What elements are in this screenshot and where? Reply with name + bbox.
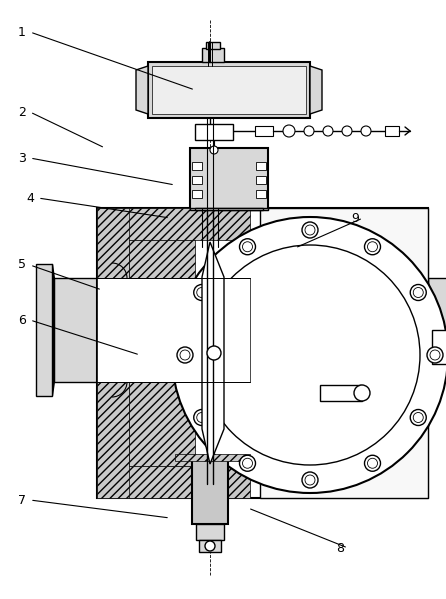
Text: 2: 2 — [18, 105, 26, 119]
Polygon shape — [136, 66, 148, 114]
Text: 3: 3 — [18, 152, 26, 165]
Circle shape — [354, 385, 370, 401]
Circle shape — [323, 126, 333, 136]
Bar — [255, 126, 273, 136]
Circle shape — [240, 239, 256, 255]
Circle shape — [364, 455, 380, 471]
Text: 8: 8 — [336, 541, 344, 555]
Circle shape — [302, 222, 318, 238]
Bar — [260, 208, 428, 498]
Polygon shape — [129, 382, 195, 466]
Bar — [256, 176, 266, 184]
Polygon shape — [175, 454, 250, 461]
Bar — [54, 278, 97, 382]
Text: 1: 1 — [18, 26, 26, 38]
Circle shape — [368, 458, 377, 468]
Circle shape — [210, 146, 218, 154]
Circle shape — [410, 285, 426, 301]
Text: 9: 9 — [351, 211, 359, 225]
Circle shape — [410, 410, 426, 425]
Bar — [152, 66, 306, 114]
Bar — [320, 385, 362, 401]
Text: 7: 7 — [18, 494, 26, 507]
Bar — [199, 540, 221, 552]
Circle shape — [197, 288, 207, 298]
Circle shape — [177, 347, 193, 363]
Circle shape — [205, 541, 215, 551]
Circle shape — [413, 413, 423, 422]
Circle shape — [304, 126, 314, 136]
Circle shape — [361, 126, 371, 136]
Circle shape — [194, 410, 210, 425]
Text: 5: 5 — [18, 259, 26, 271]
Circle shape — [240, 455, 256, 471]
Bar — [432, 330, 446, 364]
Circle shape — [197, 413, 207, 422]
Bar — [97, 278, 250, 382]
Circle shape — [368, 242, 377, 252]
Bar — [192, 162, 202, 170]
Circle shape — [364, 239, 380, 255]
Circle shape — [305, 475, 315, 485]
Bar — [190, 148, 268, 210]
Circle shape — [413, 288, 423, 298]
Bar — [192, 176, 202, 184]
Bar — [148, 62, 310, 118]
Circle shape — [427, 347, 443, 363]
Circle shape — [302, 472, 318, 488]
Polygon shape — [36, 264, 52, 396]
Bar — [256, 190, 266, 198]
Circle shape — [172, 217, 446, 493]
Circle shape — [180, 350, 190, 360]
Polygon shape — [190, 208, 268, 210]
Polygon shape — [97, 208, 129, 498]
Polygon shape — [97, 466, 250, 498]
Bar — [196, 524, 224, 540]
Circle shape — [283, 125, 295, 137]
Text: 4: 4 — [26, 192, 34, 204]
Circle shape — [243, 458, 252, 468]
Bar — [195, 124, 233, 140]
Bar — [428, 278, 446, 382]
Text: 6: 6 — [18, 313, 26, 326]
Polygon shape — [310, 66, 322, 114]
Bar — [202, 48, 224, 62]
Bar — [206, 42, 220, 49]
Bar — [385, 126, 399, 136]
Circle shape — [305, 225, 315, 235]
Polygon shape — [129, 240, 195, 278]
Bar — [97, 208, 428, 498]
Bar — [256, 162, 266, 170]
Circle shape — [243, 242, 252, 252]
Bar — [195, 208, 263, 210]
Polygon shape — [97, 208, 250, 240]
Bar — [192, 459, 228, 524]
Polygon shape — [52, 264, 54, 396]
Circle shape — [200, 245, 420, 465]
Circle shape — [430, 350, 440, 360]
Circle shape — [194, 285, 210, 301]
Circle shape — [207, 346, 221, 360]
Polygon shape — [202, 242, 224, 464]
Circle shape — [342, 126, 352, 136]
Bar — [192, 190, 202, 198]
